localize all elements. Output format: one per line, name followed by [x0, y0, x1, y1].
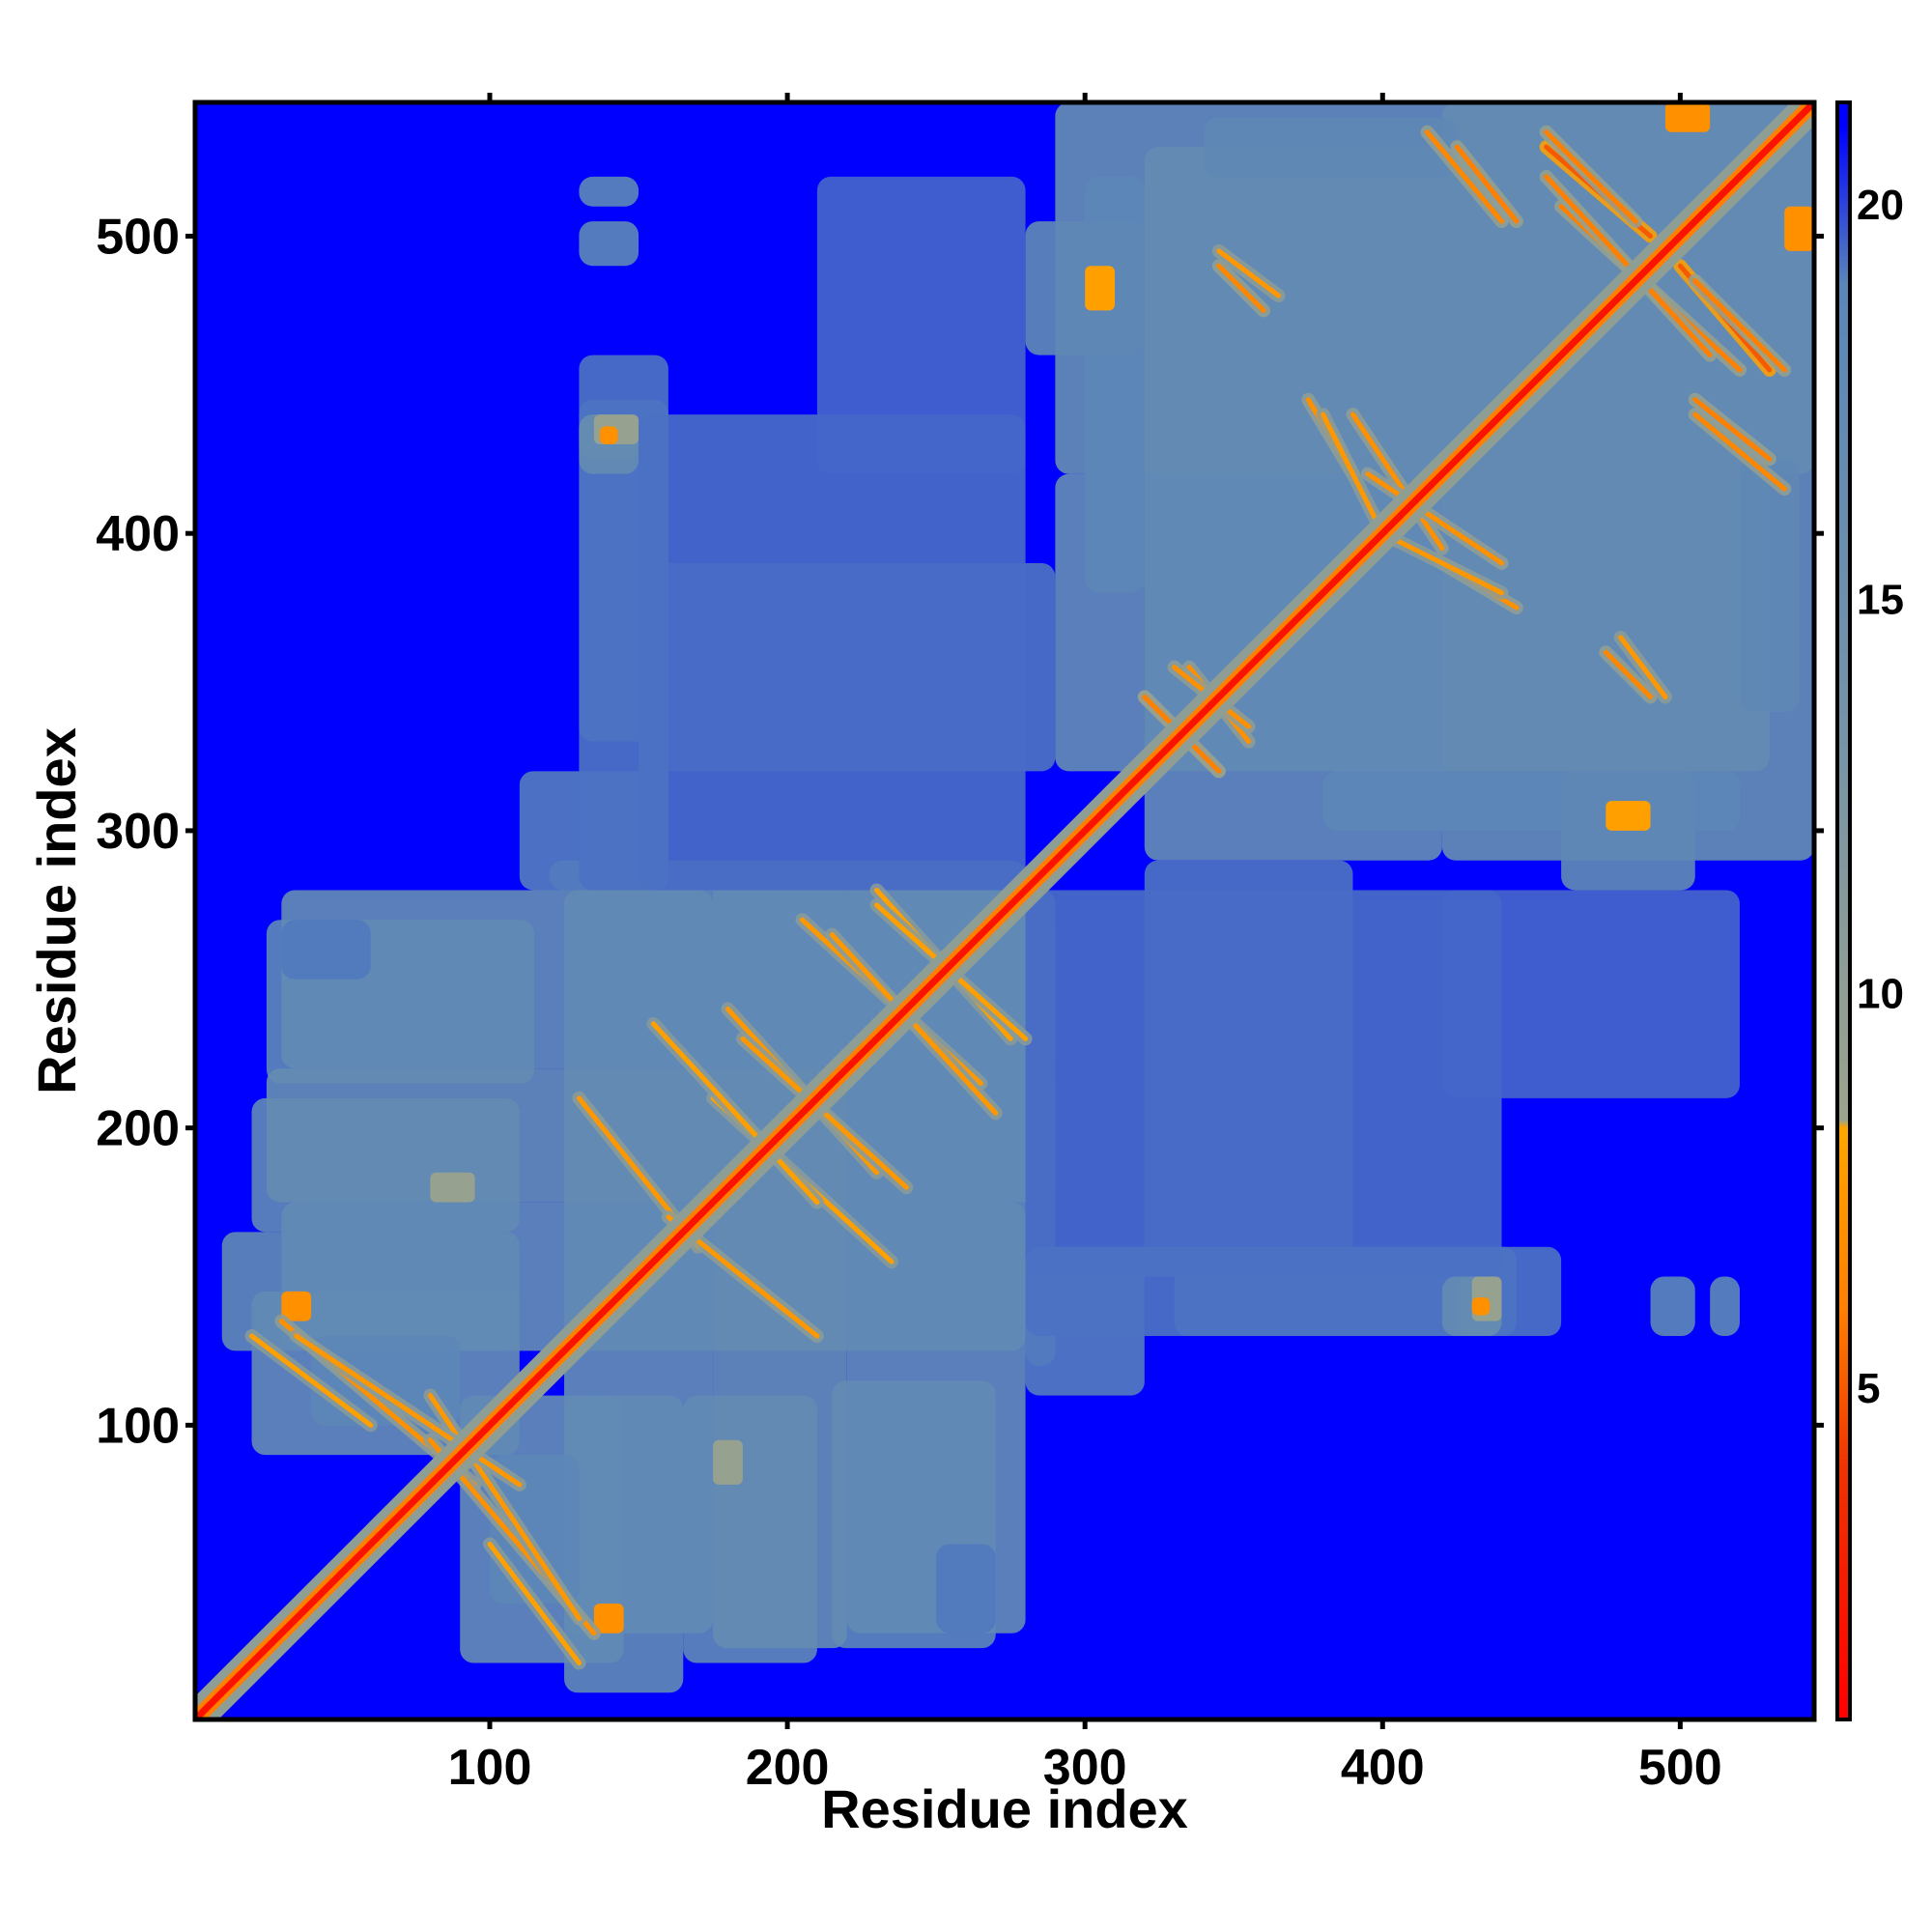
contact-spot-1-mirror [713, 1439, 743, 1485]
contact-spot-2 [593, 1603, 624, 1634]
contact-line-19 [1321, 412, 1385, 536]
contact-line-17-mirror [1618, 635, 1668, 699]
contact-region-18 [1025, 1246, 1562, 1337]
contact-region-5-mirror [281, 890, 1056, 1069]
contact-region-19-mirror [816, 176, 1026, 474]
contact-region-22-mirror [1710, 1276, 1740, 1337]
x-tick-label: 200 [746, 1740, 830, 1796]
x-tick-label: 400 [1341, 1740, 1425, 1796]
contact-region-13 [1204, 117, 1458, 177]
contact-line-19-mirror [1379, 530, 1505, 596]
contact-region-24-mirror [936, 1544, 996, 1634]
contact-region-12-mirror [1561, 771, 1695, 891]
x-axis: 100 200 300 400 500 [448, 93, 1722, 1796]
contact-line-10 [1350, 412, 1445, 552]
contact-line-3-mirror [650, 1021, 820, 1206]
colorbar-tick-label: 20 [1857, 182, 1904, 229]
colorbar-tick-label: 10 [1857, 971, 1904, 1018]
x-tick-label: 100 [448, 1740, 532, 1796]
contact-line-14-mirror [1544, 129, 1638, 224]
y-tick-label: 300 [96, 804, 180, 860]
heatmap-layer [195, 102, 1814, 1719]
contact-region-24 [281, 920, 371, 980]
contact-line-10-mirror [1365, 471, 1505, 566]
contact-line-1-mirror [294, 1333, 523, 1488]
contact-line-11-mirror [1692, 397, 1773, 462]
x-tick-label: 300 [1043, 1740, 1127, 1796]
diagonal-core [195, 102, 1814, 1719]
contact-region-18-mirror [579, 355, 668, 891]
colorbar-strip [1835, 100, 1852, 1721]
contact-region-20 [1650, 1276, 1695, 1337]
plot-frame [192, 99, 1817, 1722]
y-tick-label: 500 [96, 209, 180, 265]
colorbar: 5 10 15 20 [1835, 100, 1904, 1721]
colorbar-tick-label: 5 [1857, 1365, 1880, 1412]
contact-region-19 [1441, 890, 1740, 1098]
contact-region-17 [1025, 890, 1502, 1277]
contact-line-2-mirror [487, 1541, 582, 1666]
contact-spot-3 [1664, 102, 1711, 132]
contact-region-13-mirror [1739, 459, 1800, 712]
y-tick-label: 200 [96, 1101, 180, 1157]
contact-spot-4 [1471, 1297, 1491, 1316]
contact-line-1 [427, 1393, 582, 1621]
contact-spot-2-mirror [281, 1291, 312, 1321]
contact-spot-1 [430, 1172, 475, 1203]
contact-line-16 [1603, 649, 1654, 699]
contact-spot-3-mirror [1784, 206, 1814, 251]
y-tick-label: 100 [96, 1398, 180, 1454]
contact-line-15-mirror [1424, 129, 1505, 224]
y-axis: 100 200 300 400 500 [96, 209, 1824, 1454]
plot-border [192, 99, 1817, 1722]
contact-region-10-mirror [1055, 102, 1814, 474]
x-axis-title: Residue index [821, 1778, 1188, 1839]
contact-line-14 [1692, 278, 1787, 373]
contact-spot-5 [1605, 801, 1651, 831]
contact-region-22 [579, 176, 639, 207]
contact-line-16-mirror [1216, 263, 1266, 313]
contact-spot-4-mirror [600, 426, 618, 444]
contact-line-17 [1216, 248, 1281, 298]
contact-region-17-mirror [639, 414, 1026, 891]
y-tick-label: 400 [96, 506, 180, 562]
contact-line-11 [1454, 144, 1520, 224]
contact-region-20-mirror [579, 221, 639, 267]
contact-spot-5-mirror [1085, 266, 1115, 311]
contact-line-2 [249, 1333, 374, 1428]
x-tick-label: 500 [1638, 1740, 1722, 1796]
contact-line-15 [1692, 412, 1787, 492]
y-axis-title: Residue index [26, 727, 87, 1094]
colorbar-tick-label: 15 [1857, 576, 1904, 623]
